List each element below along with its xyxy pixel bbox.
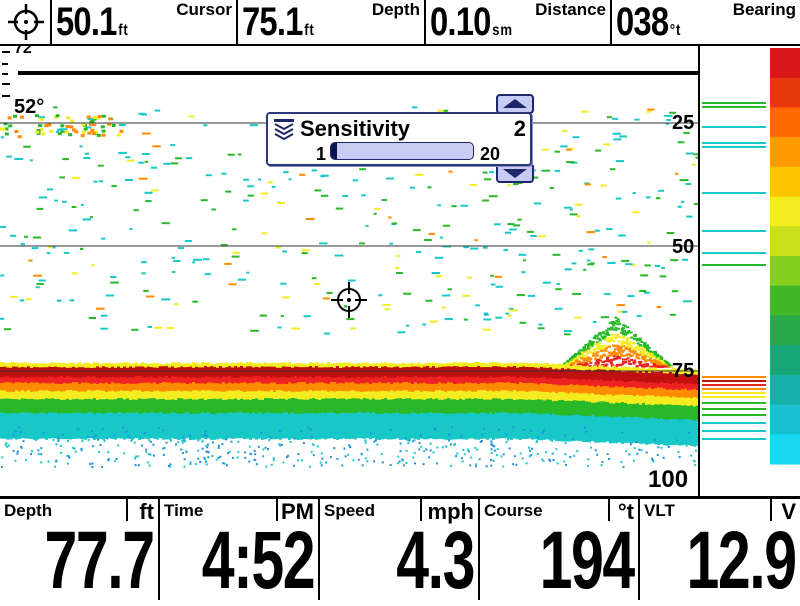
cursor-unit: ft [118,22,128,39]
sensitivity-popup[interactable]: Sensitivity 2 1 20 [266,112,532,166]
course-box-value: 194 [540,522,634,600]
cursor-label: Cursor [176,0,232,20]
distance-value: 0.10 [430,0,491,44]
a-scope-lines [702,102,766,440]
depth-box-value: 77.7 [45,522,154,600]
depth-box[interactable]: Depth ft 77.7 [0,499,160,600]
sensitivity-title: Sensitivity [300,116,410,142]
depth-label-25: 25 [672,112,694,135]
speed-box-value: 4.3 [396,522,474,600]
sensitivity-value: 2 [514,116,526,142]
vlt-box-label: VLT [644,501,675,521]
depth-label-50: 50 [672,236,694,259]
sensitivity-down-button[interactable] [496,163,534,183]
speed-box[interactable]: Speed mph 4.3 [320,499,480,600]
arrow-up-icon [498,96,532,112]
course-box-label: Course [484,501,543,521]
a-scope-panel [698,46,800,496]
bearing-unit: °t [670,22,681,39]
sonar-bottom [0,317,698,468]
sensitivity-slider[interactable] [330,142,474,160]
sensitivity-icon [272,118,296,140]
depth-label-75: 75 [672,360,694,383]
bottom-data-bar: Depth ft 77.7 Time PM 4:52 Speed mph 4.3… [0,496,800,600]
bearing-label: Bearing [733,0,796,20]
scale-ticks [2,52,10,96]
scale-top-label: 72 [14,46,32,58]
depth-unit: ft [304,22,314,39]
vlt-box[interactable]: VLT V 12.9 [640,499,800,600]
distance-label: Distance [535,0,606,20]
cursor-mode-button[interactable] [0,0,52,44]
bearing-readout[interactable]: 038°t Bearing [612,0,800,44]
sensitivity-max: 20 [480,144,500,165]
depth-value: 75.1 [242,0,303,44]
depth-label: Depth [372,0,420,20]
time-box-label: Time [164,501,203,521]
water-temp-label: 52° [14,96,44,119]
distance-unit: sm [492,22,513,39]
depth-label-100: 100 [648,466,688,494]
color-palette-bar [770,48,800,465]
time-box[interactable]: Time PM 4:52 [160,499,320,600]
vlt-box-value: 12.9 [687,522,796,600]
sensitivity-min: 1 [316,144,326,165]
arrow-down-icon [498,165,532,181]
time-box-value: 4:52 [202,522,314,600]
sensitivity-up-button[interactable] [496,94,534,114]
a-scope [700,46,800,496]
cursor-crosshair-icon[interactable] [331,282,367,318]
sensitivity-slider-fill [331,143,337,159]
course-box[interactable]: Course °t 194 [480,499,640,600]
cursor-value: 50.1 [56,0,117,44]
speed-box-label: Speed [324,501,375,521]
crosshair-icon [0,0,52,44]
bearing-value: 038 [616,0,668,44]
